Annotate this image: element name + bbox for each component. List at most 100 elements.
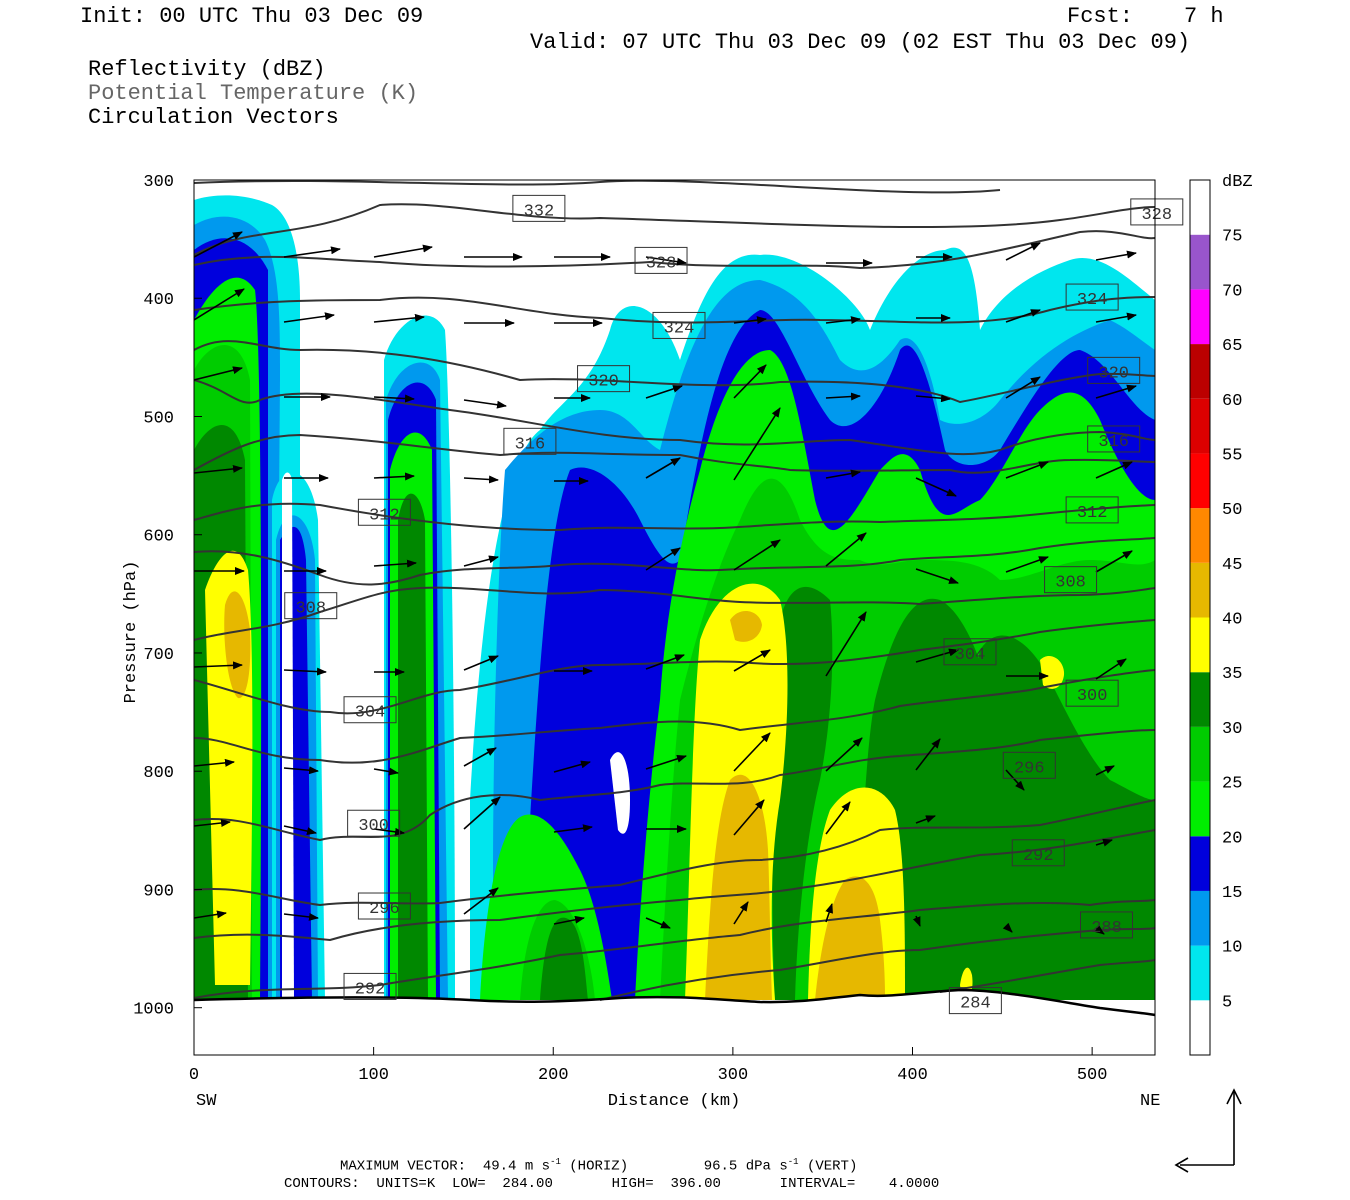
vector-arrow: [373, 244, 433, 258]
theta-contour-line: [939, 959, 1155, 993]
circulation-vectors: [194, 231, 1137, 935]
contour-label-box: [1087, 356, 1141, 384]
vector-arrow: [825, 532, 867, 567]
contour-label: 324: [664, 319, 695, 338]
field-title-theta: Potential Temperature (K): [88, 81, 419, 106]
y-tick-label: 1000: [133, 1001, 174, 1020]
colorbar-segment: [1190, 508, 1210, 563]
theta-contour-line: [194, 379, 1155, 456]
vector-arrow: [194, 661, 243, 670]
theta-contour-line: [194, 433, 1155, 474]
y-tick-label: 900: [143, 882, 174, 901]
vector-arrow: [1005, 556, 1049, 573]
colorbar: 5 10 15 20 25 30 35 40 45 50 55 60 65 70 75: [1189, 179, 1242, 1056]
vector-arrow: [553, 760, 591, 773]
vector-arrow: [912, 915, 921, 927]
vector-arrow: [915, 738, 941, 771]
contour-label: 284: [960, 995, 991, 1014]
contour-label-box: [1080, 911, 1134, 939]
vector-arrow: [645, 654, 685, 670]
colorbar-segment: [1190, 180, 1210, 235]
vector-arrow: [733, 901, 749, 925]
x-tick-label: 500: [1077, 1066, 1108, 1085]
contour-label-box: [1065, 679, 1119, 707]
contour-label: 320: [588, 373, 619, 392]
vector-arrow: [733, 407, 781, 481]
vector-arrow: [825, 392, 861, 401]
contour-label: 304: [355, 704, 386, 723]
theta-contour-line: [194, 669, 1155, 764]
theta-contour-line: [194, 619, 1155, 715]
vector-arrow: [825, 801, 851, 835]
theta-contour-line: [194, 340, 1155, 404]
colorbar-segment: [1190, 453, 1210, 509]
contour-label-box: [284, 592, 338, 620]
colorbar-tick-label: 20: [1222, 829, 1242, 848]
vector-arrow: [645, 256, 687, 266]
vector-arrow: [1095, 550, 1133, 573]
contour-label-box: [1130, 198, 1184, 226]
theta-contour-line: [194, 296, 1155, 324]
init-time: Init: 00 UTC Thu 03 Dec 09: [80, 4, 424, 29]
vector-arrow: [825, 903, 833, 923]
x-tick-label: 300: [718, 1066, 749, 1085]
vector-arrow: [194, 464, 243, 474]
field-title-reflectivity: Reflectivity (dBZ): [88, 57, 326, 82]
colorbar-label: dBZ: [1222, 173, 1253, 192]
contour-label: 308: [295, 600, 326, 619]
vector-arrow: [915, 648, 959, 663]
contour-label: 316: [1098, 433, 1129, 452]
forecast-label: Fcst:: [1067, 4, 1134, 29]
vector-arrow: [283, 246, 341, 258]
vector-arrow: [194, 758, 235, 767]
contour-label: 312: [369, 506, 400, 525]
vector-arrow: [373, 827, 405, 836]
vector-arrow: [733, 799, 765, 836]
contour-label-box: [577, 365, 631, 393]
vector-arrow: [463, 555, 499, 567]
theta-contours: [194, 180, 1155, 1001]
contour-label: 332: [524, 202, 555, 221]
vector-arrow: [825, 611, 867, 677]
vector-arrow: [1095, 658, 1127, 680]
colorbar-segment: [1190, 344, 1210, 399]
colorbar-segment: [1190, 726, 1210, 782]
vector-arrow: [373, 559, 417, 568]
vector-arrow: [373, 767, 399, 776]
contour-label: 296: [1014, 759, 1045, 778]
contour-label-box: [357, 892, 411, 920]
vector-arrow: [1095, 312, 1137, 323]
contour-label-box: [948, 987, 1002, 1015]
contour-label-box: [343, 696, 397, 724]
colorbar-segment: [1190, 1000, 1210, 1055]
contour-label: 292: [1023, 847, 1054, 866]
vector-arrow: [463, 475, 499, 484]
vector-arrow: [645, 917, 671, 929]
contour-label: 300: [1077, 687, 1108, 706]
y-tick-label: 800: [143, 764, 174, 783]
vector-arrow: [553, 915, 585, 925]
contour-label: 312: [1077, 504, 1108, 523]
x-tick-label: 200: [538, 1066, 569, 1085]
vector-arrow: [733, 649, 771, 672]
vector-arrow: [1095, 250, 1137, 261]
vector-arrow: [733, 539, 781, 571]
y-tick-label: 300: [143, 173, 174, 192]
vector-arrow: [1005, 769, 1025, 791]
vector-arrow: [283, 667, 327, 676]
vector-arrow: [373, 313, 425, 323]
y-axis-label: Pressure (hPa): [122, 561, 141, 704]
x-tick-label: 400: [897, 1066, 928, 1085]
reference-vector-icon: [1174, 1088, 1242, 1173]
y-tick-label: 600: [143, 528, 174, 547]
vector-arrow: [1005, 461, 1049, 479]
theta-contour-line: [194, 799, 1155, 907]
vector-arrow: [1005, 376, 1041, 399]
theta-contour-line: [194, 502, 1155, 532]
y-tick-label: 400: [143, 291, 174, 310]
vector-arrow: [1095, 838, 1113, 847]
contour-label-box: [652, 311, 706, 339]
vector-arrow: [463, 399, 507, 409]
contour-labels: 332 328 328 324 324 320 320 316 316 312 312 308 308 3…: [284, 194, 1184, 1015]
theta-contour-line: [194, 829, 1155, 942]
